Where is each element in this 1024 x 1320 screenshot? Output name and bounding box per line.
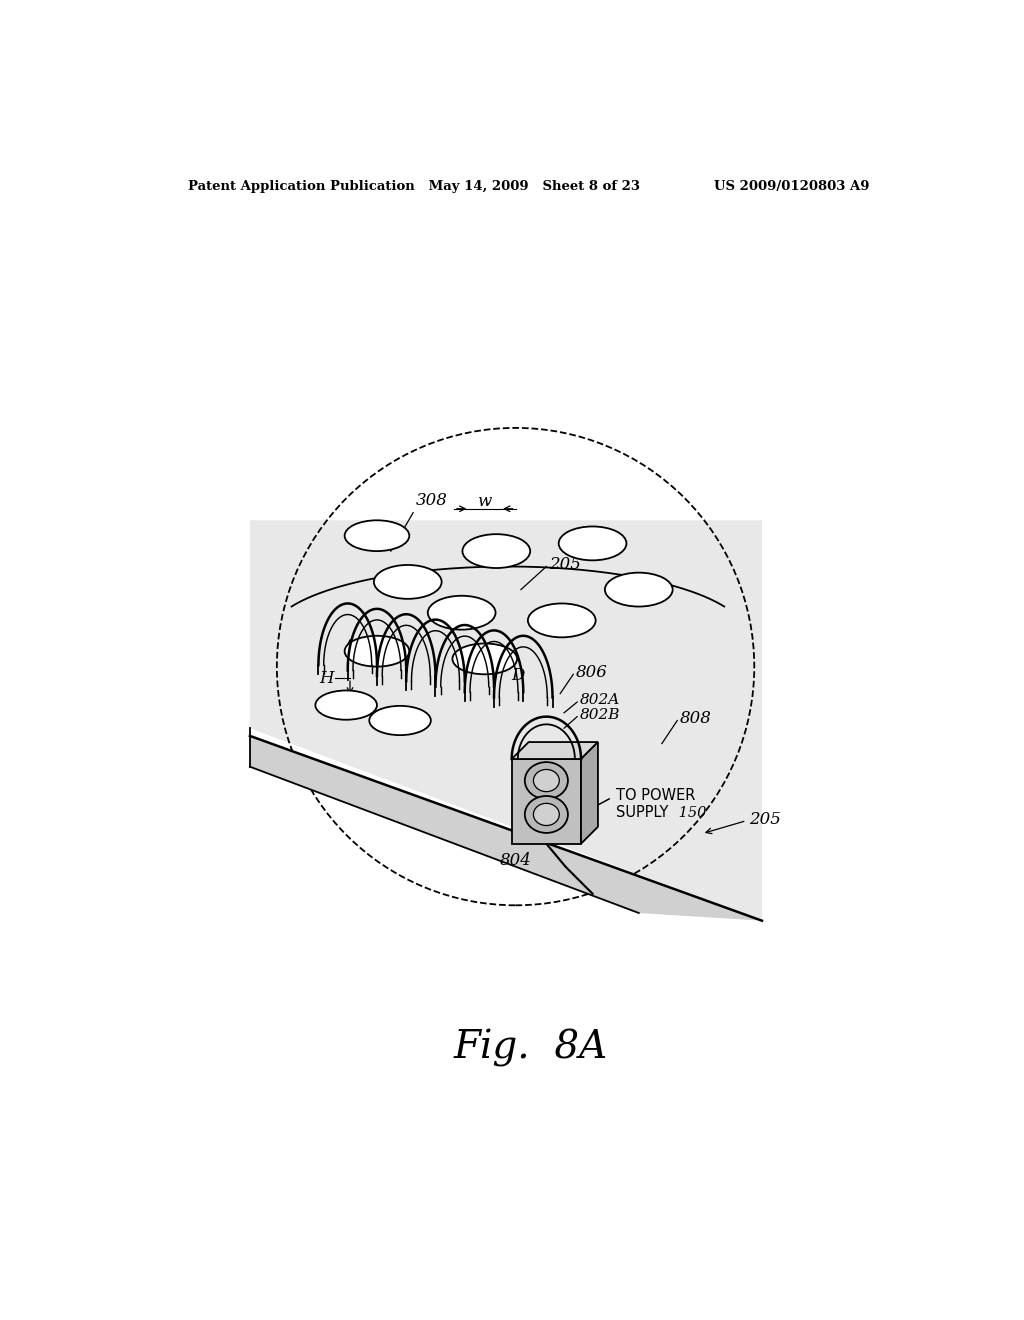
Polygon shape	[512, 742, 598, 759]
Text: Patent Application Publication   May 14, 2009   Sheet 8 of 23: Patent Application Publication May 14, 2…	[188, 181, 640, 194]
Ellipse shape	[559, 527, 627, 561]
Polygon shape	[581, 742, 598, 843]
Ellipse shape	[463, 535, 530, 568]
Text: H: H	[319, 669, 334, 686]
Polygon shape	[512, 759, 581, 843]
Text: SUPPLY: SUPPLY	[615, 805, 668, 821]
Text: 205: 205	[749, 810, 780, 828]
Ellipse shape	[345, 636, 410, 667]
Text: 804: 804	[500, 853, 531, 869]
Text: 150: 150	[674, 807, 707, 820]
Ellipse shape	[315, 690, 377, 719]
Text: w: w	[477, 492, 492, 510]
Text: 205: 205	[549, 556, 581, 573]
Text: 808: 808	[680, 710, 712, 727]
Text: US 2009/0120803 A9: US 2009/0120803 A9	[715, 181, 869, 194]
Ellipse shape	[374, 565, 441, 599]
Text: 806: 806	[575, 664, 607, 681]
Ellipse shape	[370, 706, 431, 735]
Text: 802B: 802B	[580, 708, 620, 722]
Text: TO POWER: TO POWER	[615, 788, 695, 804]
Ellipse shape	[534, 770, 559, 792]
Ellipse shape	[428, 595, 496, 630]
Ellipse shape	[528, 603, 596, 638]
Text: 308: 308	[416, 492, 447, 508]
Text: 802A: 802A	[580, 693, 620, 708]
Text: Fig.  8A: Fig. 8A	[454, 1028, 608, 1067]
Ellipse shape	[524, 762, 568, 799]
Ellipse shape	[453, 644, 517, 675]
Ellipse shape	[345, 520, 410, 552]
Ellipse shape	[605, 573, 673, 607]
Ellipse shape	[534, 804, 559, 825]
Ellipse shape	[524, 796, 568, 833]
Polygon shape	[250, 520, 762, 921]
Polygon shape	[250, 737, 762, 921]
Text: D: D	[511, 668, 524, 684]
